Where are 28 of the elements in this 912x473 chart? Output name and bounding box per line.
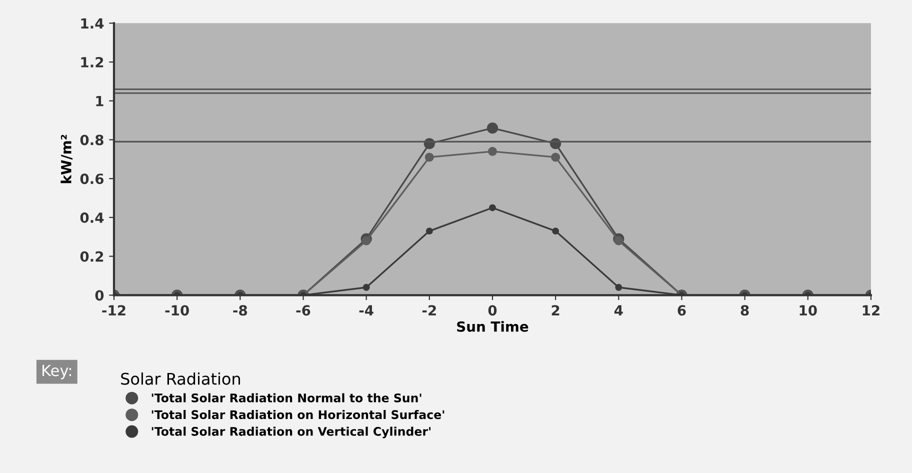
y-tick-label: 0.2: [80, 251, 104, 262]
x-axis-title: Sun Time: [457, 321, 528, 332]
x-tick-label: 0: [488, 305, 497, 316]
y-tick-label: 0.6: [80, 174, 104, 184]
x-tick-label: -12: [102, 305, 126, 316]
x-tick-label: 6: [678, 305, 686, 316]
text: Key:: [42, 364, 71, 380]
x-tick-label: 10: [800, 305, 817, 316]
y-tick-label: 0.4: [80, 212, 104, 223]
x-tick-label: 2: [552, 305, 560, 316]
x-tick-label: 4: [614, 305, 623, 316]
x-tick-label: -10: [165, 305, 189, 316]
legend-label: 'Total Solar Radiation Normal to the Sun': [152, 393, 422, 402]
x-tick-label: 8: [740, 305, 749, 316]
y-tick-label: 1.4: [81, 18, 104, 28]
y-axis-title: kW/m²: [60, 134, 73, 184]
y-tick-label: 0: [95, 290, 104, 301]
y-tick-label: 0.8: [80, 134, 104, 146]
x-tick-label: 12: [862, 305, 880, 316]
x-tick-label: -2: [422, 305, 436, 316]
x-tick-label: -8: [233, 305, 248, 316]
x-tick-label: -6: [296, 305, 310, 316]
legend-label: 'Total Solar Radiation on Vertical Cylinder': [152, 426, 431, 438]
x-tick-label: -4: [359, 305, 374, 316]
legend-title: Solar Radiation: [121, 372, 240, 385]
legend-label: 'Total Solar Radiation on Horizontal Surface': [152, 410, 444, 420]
y-tick-label: 1.2: [81, 57, 104, 68]
y-tick-label: 1: [96, 96, 104, 106]
